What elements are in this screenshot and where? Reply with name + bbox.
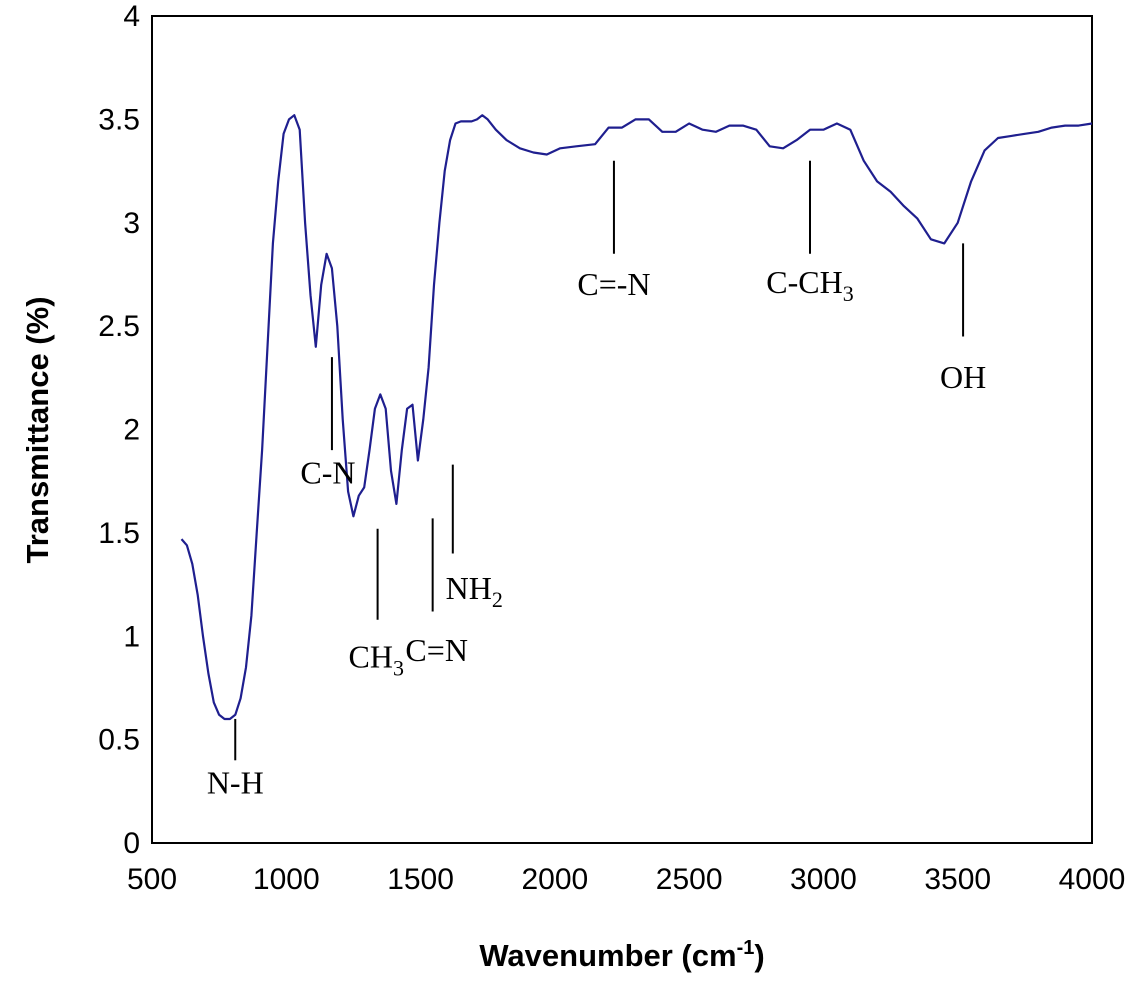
annotation-label-text: OH [940,359,986,395]
x-axis-title-close: ) [754,938,764,973]
y-tick-label: 1 [123,620,140,653]
annotation-label-subscript: 3 [393,655,404,680]
annotation-label-text: C-CH [766,264,842,300]
annotation-label-oh: OH [940,359,986,395]
annotation-label-cn: C-N [300,454,355,490]
x-tick-label: 2500 [656,863,723,896]
y-tick-label: 4 [123,0,140,33]
annotation-label-text: C=-N [577,266,650,302]
annotation-label-c-triple-n: C=-N [577,266,650,302]
annotation-label-text: CH [349,638,393,674]
annotation-label-text: C-N [300,454,355,490]
x-axis-title: Wavenumber (cm-1) [479,937,764,973]
annotation-label-c-eq-n: C=N [405,632,468,668]
annotation-label-text: N-H [207,764,264,800]
y-tick-label: 3 [123,207,140,240]
x-tick-label: 500 [127,863,177,896]
x-tick-labels: 500 1000 1500 2000 2500 3000 3500 4000 [127,863,1125,896]
y-axis-title: Transmittance (%) [20,296,55,563]
x-tick-label: 3000 [790,863,857,896]
annotation-label-c-ch3: C-CH3 [766,264,853,306]
plot-frame [151,15,1093,844]
annotation-label-subscript: 3 [843,281,854,306]
x-tick-label: 2000 [521,863,588,896]
annotation-label-ch3: CH3 [349,638,404,680]
annotation-label-text: NH [446,570,492,606]
x-axis-title-sup: -1 [737,937,755,959]
x-tick-label: 1500 [387,863,454,896]
y-tick-label: 1.5 [98,517,140,550]
x-tick-label: 3500 [924,863,991,896]
spectrum-line [180,114,1093,721]
x-axis-title-main: Wavenumber (cm [479,938,736,973]
y-tick-labels: 0 0.5 1 1.5 2 2.5 3 3.5 4 [98,0,140,860]
y-tick-label: 3.5 [98,103,140,136]
x-tick-label: 1000 [253,863,320,896]
y-tick-label: 2.5 [98,310,140,343]
annotation-label-text: C=N [405,632,468,668]
y-tick-label: 2 [123,414,140,447]
x-tick-label: 4000 [1059,863,1126,896]
y-tick-label: 0 [123,827,140,860]
annotation-label-nh2: NH2 [446,570,503,612]
annotation-label-subscript: 2 [492,587,503,612]
y-tick-label: 0.5 [98,724,140,757]
annotation-label-nh: N-H [207,764,264,800]
